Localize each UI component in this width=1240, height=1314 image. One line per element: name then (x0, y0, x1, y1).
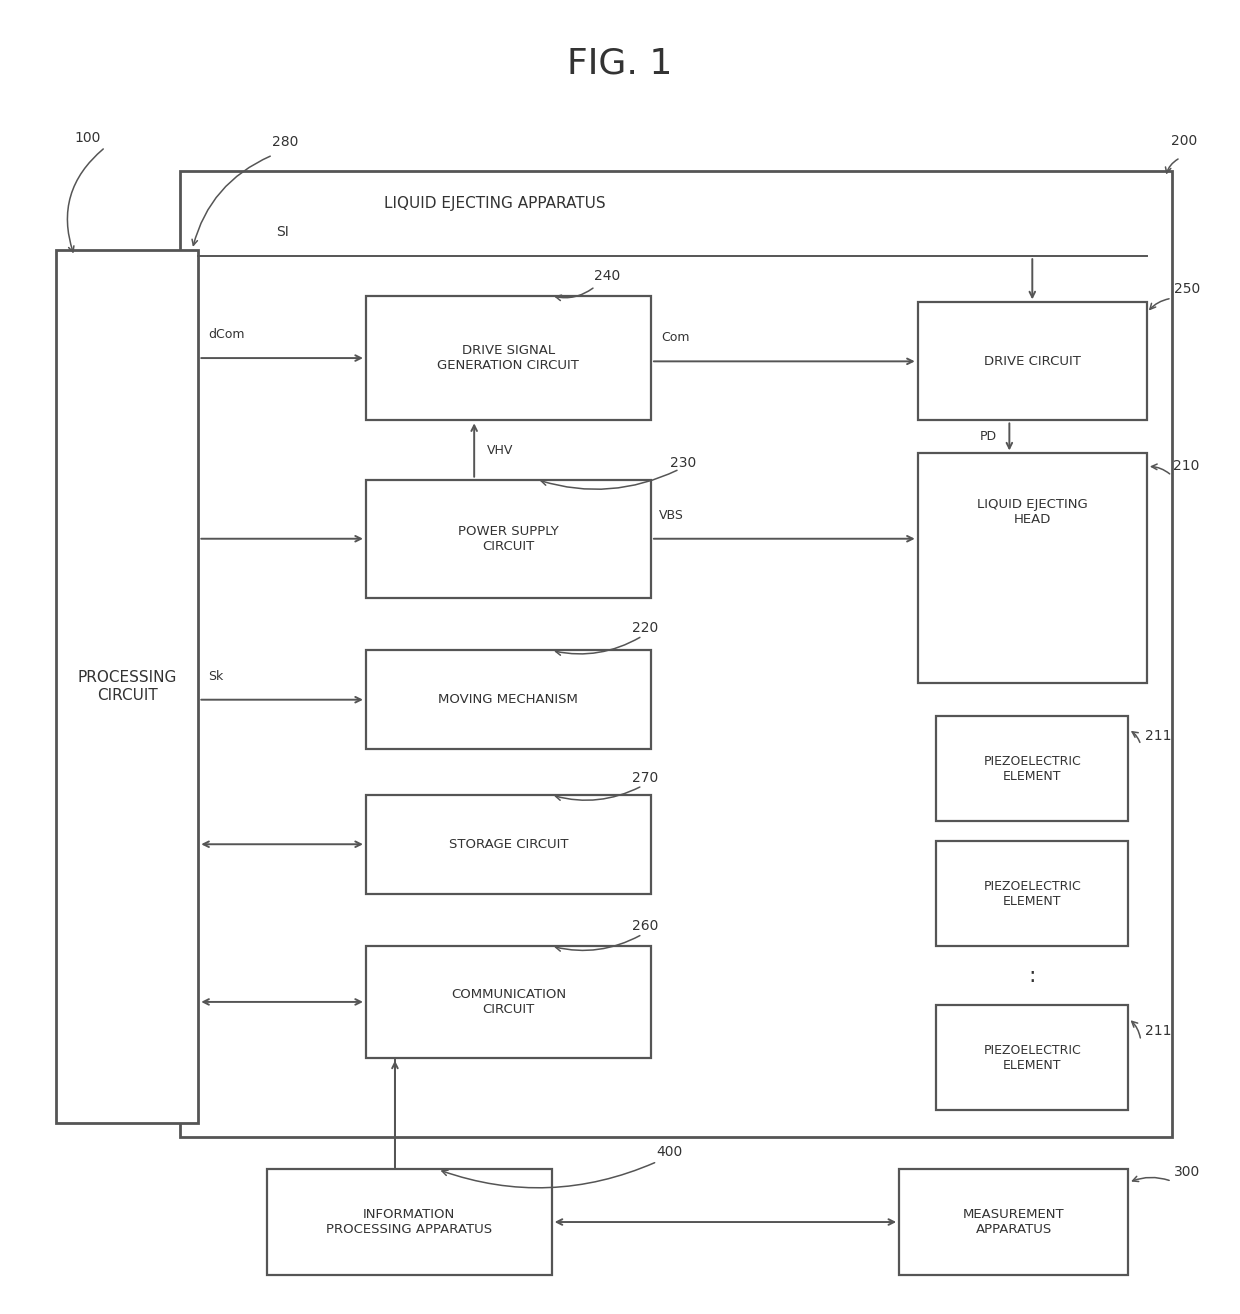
Text: POWER SUPPLY
CIRCUIT: POWER SUPPLY CIRCUIT (458, 524, 559, 553)
Text: PIEZOELECTRIC
ELEMENT: PIEZOELECTRIC ELEMENT (983, 879, 1081, 908)
Text: LIQUID EJECTING
HEAD: LIQUID EJECTING HEAD (977, 498, 1087, 527)
Text: DRIVE SIGNAL
GENERATION CIRCUIT: DRIVE SIGNAL GENERATION CIRCUIT (438, 344, 579, 372)
Text: Sk: Sk (208, 670, 223, 683)
Text: PD: PD (980, 431, 997, 443)
Bar (267, 1169, 552, 1275)
Text: MOVING MECHANISM: MOVING MECHANISM (439, 694, 578, 706)
Text: 211: 211 (1145, 1025, 1171, 1038)
Text: DRIVE CIRCUIT: DRIVE CIRCUIT (983, 355, 1081, 368)
Bar (366, 795, 651, 894)
Bar (936, 841, 1128, 946)
Text: 220: 220 (632, 622, 658, 635)
Text: 270: 270 (632, 771, 658, 784)
Bar (366, 946, 651, 1058)
Text: MEASUREMENT
APPARATUS: MEASUREMENT APPARATUS (963, 1208, 1064, 1236)
Text: 240: 240 (594, 269, 621, 283)
Text: PIEZOELECTRIC
ELEMENT: PIEZOELECTRIC ELEMENT (983, 754, 1081, 783)
Text: 200: 200 (1171, 134, 1198, 147)
Text: SI: SI (275, 225, 289, 239)
Text: 280: 280 (272, 135, 299, 148)
Text: LIQUID EJECTING APPARATUS: LIQUID EJECTING APPARATUS (384, 196, 606, 212)
Text: PROCESSING
CIRCUIT: PROCESSING CIRCUIT (77, 670, 177, 703)
Text: 230: 230 (670, 456, 696, 469)
Bar (936, 1005, 1128, 1110)
Bar (366, 480, 651, 598)
Text: :: : (1028, 966, 1037, 986)
Text: 211: 211 (1145, 729, 1171, 742)
Bar (56, 250, 198, 1123)
Text: 400: 400 (656, 1146, 683, 1159)
Text: 210: 210 (1173, 460, 1200, 473)
Text: Com: Com (661, 331, 689, 344)
Text: VHV: VHV (486, 444, 513, 456)
Bar (180, 171, 1172, 1137)
Bar (899, 1169, 1128, 1275)
Text: COMMUNICATION
CIRCUIT: COMMUNICATION CIRCUIT (451, 988, 565, 1016)
Text: 100: 100 (74, 131, 100, 145)
Text: PIEZOELECTRIC
ELEMENT: PIEZOELECTRIC ELEMENT (983, 1043, 1081, 1072)
Text: 250: 250 (1173, 283, 1200, 296)
Bar (366, 650, 651, 749)
Text: VBS: VBS (658, 509, 683, 522)
Text: 260: 260 (632, 920, 658, 933)
Bar (918, 453, 1147, 683)
Text: dCom: dCom (208, 328, 244, 340)
Bar (366, 296, 651, 420)
Text: STORAGE CIRCUIT: STORAGE CIRCUIT (449, 838, 568, 850)
Text: 300: 300 (1173, 1166, 1200, 1179)
Text: INFORMATION
PROCESSING APPARATUS: INFORMATION PROCESSING APPARATUS (326, 1208, 492, 1236)
Text: FIG. 1: FIG. 1 (568, 46, 672, 80)
Bar (936, 716, 1128, 821)
Bar (918, 302, 1147, 420)
